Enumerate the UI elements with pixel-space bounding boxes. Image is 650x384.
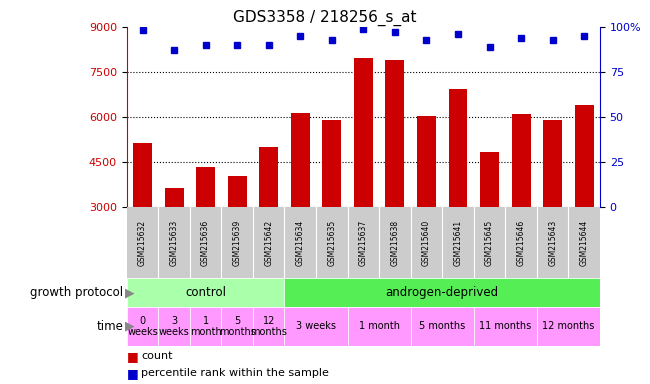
Text: 3
weeks: 3 weeks	[159, 316, 189, 337]
Text: GSM215646: GSM215646	[517, 220, 526, 266]
Bar	[127, 307, 159, 346]
Bar	[543, 120, 562, 207]
Bar	[222, 307, 253, 346]
Bar	[480, 152, 499, 207]
Bar	[285, 307, 348, 346]
Text: 5 months: 5 months	[419, 321, 465, 331]
Bar	[417, 116, 436, 207]
Bar	[448, 89, 467, 207]
Bar	[190, 307, 222, 346]
Text: GSM215641: GSM215641	[454, 220, 463, 266]
Text: GSM215634: GSM215634	[296, 220, 305, 266]
Text: GSM215639: GSM215639	[233, 220, 242, 266]
Text: GSM215643: GSM215643	[548, 220, 557, 266]
Text: 1 month: 1 month	[359, 321, 400, 331]
Text: growth protocol: growth protocol	[31, 286, 124, 299]
Text: GSM215640: GSM215640	[422, 220, 431, 266]
Bar	[385, 60, 404, 207]
Text: 3 weeks: 3 weeks	[296, 321, 336, 331]
Text: count: count	[141, 351, 172, 361]
Bar	[322, 120, 341, 207]
Text: 12 months: 12 months	[542, 321, 595, 331]
Text: ■: ■	[127, 350, 138, 363]
Bar	[259, 147, 278, 207]
Text: ■: ■	[127, 367, 138, 380]
Bar	[127, 278, 285, 307]
Text: GSM215635: GSM215635	[328, 220, 336, 266]
Bar	[348, 307, 411, 346]
Bar	[537, 307, 600, 346]
Text: 0
weeks: 0 weeks	[127, 316, 158, 337]
Bar	[474, 307, 537, 346]
Text: ▶: ▶	[125, 320, 135, 333]
Text: 1
month: 1 month	[190, 316, 222, 337]
Text: control: control	[185, 286, 226, 299]
Text: GSM215636: GSM215636	[201, 220, 210, 266]
Text: GSM215642: GSM215642	[264, 220, 273, 266]
Bar	[512, 114, 530, 207]
Text: 11 months: 11 months	[479, 321, 532, 331]
Text: GSM215645: GSM215645	[485, 220, 494, 266]
Bar	[411, 307, 474, 346]
Text: GDS3358 / 218256_s_at: GDS3358 / 218256_s_at	[233, 10, 417, 26]
Text: 12
months: 12 months	[250, 316, 287, 337]
Bar	[159, 307, 190, 346]
Bar	[285, 278, 600, 307]
Text: ▶: ▶	[125, 286, 135, 299]
Bar	[196, 167, 215, 207]
Text: GSM215644: GSM215644	[580, 220, 589, 266]
Bar	[133, 143, 152, 207]
Bar	[164, 188, 183, 207]
Text: GSM215633: GSM215633	[170, 220, 179, 266]
Bar	[575, 105, 593, 207]
Text: GSM215638: GSM215638	[391, 220, 399, 266]
Text: androgen-deprived: androgen-deprived	[385, 286, 499, 299]
Bar	[354, 58, 373, 207]
Text: GSM215632: GSM215632	[138, 220, 147, 266]
Bar	[227, 176, 246, 207]
Text: 5
months: 5 months	[219, 316, 255, 337]
Bar	[253, 307, 285, 346]
Text: GSM215637: GSM215637	[359, 220, 368, 266]
Text: time: time	[97, 320, 124, 333]
Text: percentile rank within the sample: percentile rank within the sample	[141, 368, 329, 378]
Bar	[291, 113, 309, 207]
